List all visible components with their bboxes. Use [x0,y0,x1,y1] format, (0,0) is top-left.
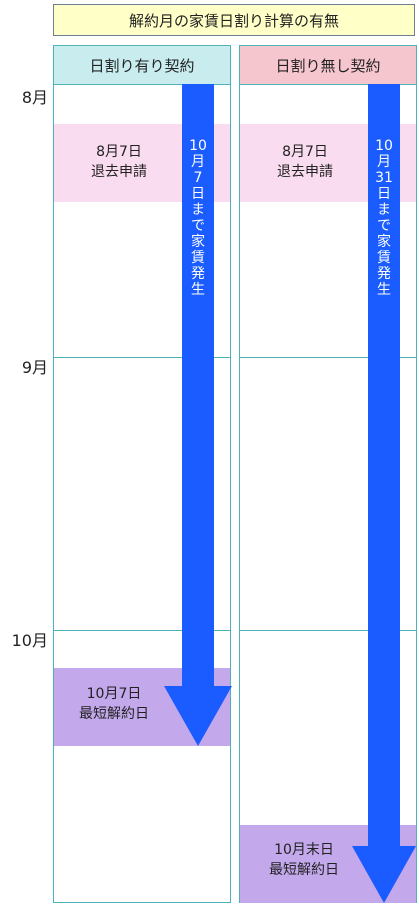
notice-text: 退去申請 [277,164,333,180]
arrow-char: 賃 [191,250,205,266]
arrow-caption: 10 月 7 日 ま で 家 賃 発 生 [188,138,208,298]
end-text: 最短解約日 [79,706,149,722]
arrow-char: ま [191,202,205,218]
arrow-char: 生 [377,282,391,298]
column-header-prorated: 日割り有り契約 [54,46,230,85]
arrow-char: 7 [193,170,203,186]
end-label: 10月末日 最短解約日 [254,840,354,880]
notice-label: 8月7日 退去申請 [270,142,340,182]
rent-period-arrow [164,84,232,746]
arrow-char: 10 [189,138,207,154]
rent-arrow-shape [164,84,232,746]
rent-period-arrow [352,84,416,903]
notice-label: 8月7日 退去申請 [84,142,154,182]
arrow-caption: 10 月 31 日 ま で 家 賃 発 生 [374,138,394,298]
column-non-prorated-contract: 日割り無し契約 8月7日 退去申請 10月末日 最短解約日 10 月 31 日 … [239,45,417,903]
notice-date: 8月7日 [282,144,328,160]
month-divider-sep [54,357,230,358]
column-prorated-contract: 日割り有り契約 8月7日 退去申請 10月7日 最短解約日 10 月 7 日 ま… [53,45,232,903]
arrow-char: 月 [377,154,391,170]
arrow-char: 家 [377,234,391,250]
month-label-aug: 8月 [21,88,48,107]
arrow-char: ま [377,202,391,218]
arrow-char: 月 [191,154,205,170]
arrow-char: 日 [377,186,391,202]
rent-arrow-shape [352,84,416,903]
arrow-char: 10 [375,138,393,154]
end-label: 10月7日 最短解約日 [64,684,164,724]
notice-text: 退去申請 [91,164,147,180]
end-date: 10月末日 [274,842,334,858]
arrow-char: 家 [191,234,205,250]
arrow-char: 賃 [377,250,391,266]
arrow-char: 生 [191,282,205,298]
arrow-char: 31 [375,170,393,186]
arrow-char: で [377,218,391,234]
month-divider-oct [54,630,230,631]
column-header-non-prorated: 日割り無し契約 [240,46,416,85]
arrow-char: 発 [191,266,205,282]
arrow-char: 日 [191,186,205,202]
arrow-char: で [191,218,205,234]
month-divider-sep [240,357,416,358]
diagram-title: 解約月の家賃日割り計算の有無 [53,4,415,36]
notice-date: 8月7日 [96,144,142,160]
end-date: 10月7日 [86,686,142,702]
month-divider-oct [240,630,416,631]
end-text: 最短解約日 [269,862,339,878]
month-label-sep: 9月 [21,358,48,377]
month-label-oct: 10月 [11,631,48,650]
arrow-char: 発 [377,266,391,282]
